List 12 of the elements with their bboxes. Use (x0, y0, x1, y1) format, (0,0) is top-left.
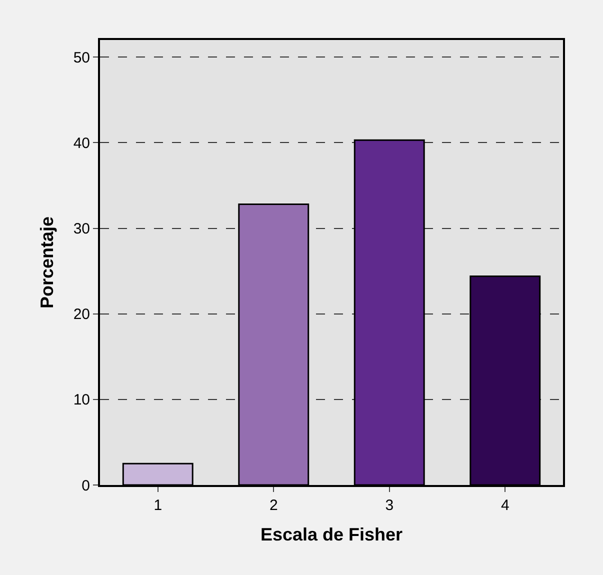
y-tick-label: 40 (73, 134, 90, 152)
x-tick-label: 2 (269, 497, 278, 514)
y-tick-label: 20 (73, 306, 90, 324)
y-tick-label: 0 (82, 477, 90, 494)
x-tick-label: 3 (385, 497, 394, 514)
x-tick-label: 4 (500, 497, 510, 514)
x-tick-label: 1 (154, 497, 162, 514)
y-tick-label: 10 (73, 392, 90, 409)
y-tick-label: 30 (73, 220, 90, 238)
x-axis-title: Escala de Fisher (260, 524, 403, 545)
y-tick-label: 50 (73, 49, 90, 66)
y-axis-title: Porcentaje (37, 216, 58, 309)
